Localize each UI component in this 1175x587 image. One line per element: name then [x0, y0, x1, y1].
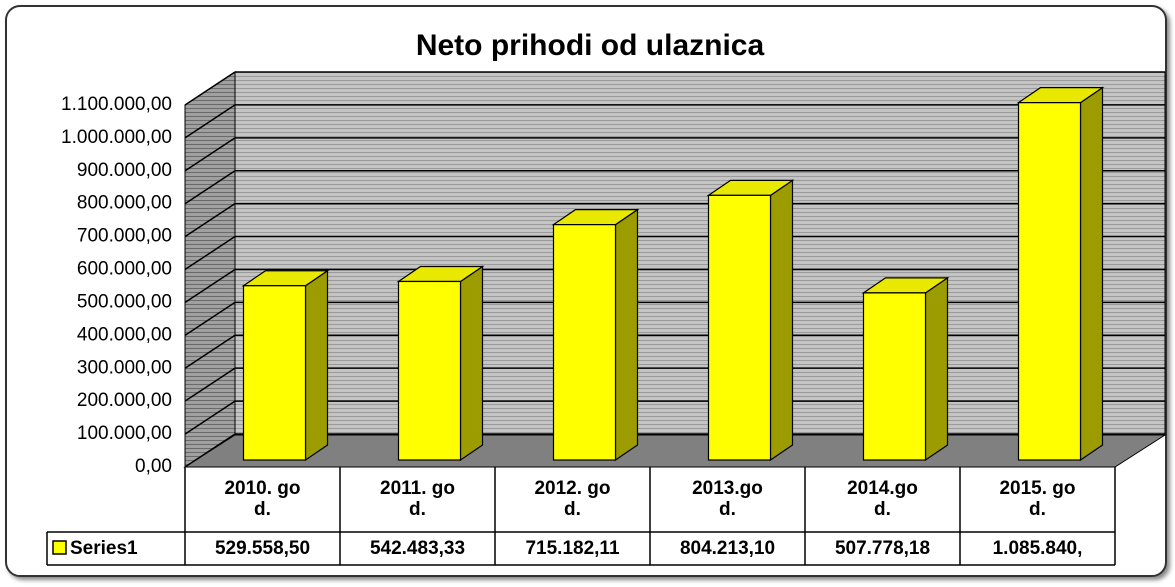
x-tick-label: 2011. god.: [380, 478, 455, 520]
grid-line: [184, 400, 236, 435]
bar-side: [304, 269, 329, 462]
bar: [1017, 102, 1082, 461]
data-table: Series1: [46, 467, 1116, 566]
bar: [862, 292, 927, 461]
grid-line: [184, 433, 236, 468]
value-label: 804.213,10: [679, 538, 776, 559]
chart-title: Neto prihodi od ulaznica: [416, 29, 765, 62]
y-tick-label: 800.000,00: [77, 193, 172, 214]
y-tick-label: 300.000,00: [77, 357, 172, 378]
grid-line: [184, 137, 236, 172]
grid-line: [184, 104, 236, 139]
grid-line: [184, 301, 236, 336]
grid-line: [184, 170, 236, 205]
legend-label: Series1: [70, 538, 138, 559]
side-wall: [184, 71, 236, 468]
bar-side: [1079, 86, 1104, 462]
x-tick-label: 2014.god.: [847, 478, 918, 520]
y-tick-label: 700.000,00: [77, 226, 172, 247]
x-tick-label: 2010. god.: [224, 478, 301, 520]
bar-side: [459, 265, 484, 462]
value-label: 529.558,50: [214, 538, 311, 559]
y-tick-label: 100.000,00: [77, 423, 172, 444]
value-label: 507.778,18: [834, 538, 931, 559]
value-label: 542.483,33: [369, 538, 466, 559]
y-tick-label: 1.100.000,00: [61, 94, 172, 115]
y-tick-label: 500.000,00: [77, 291, 172, 312]
bar-side: [614, 208, 639, 462]
grid-line: [184, 203, 236, 238]
bar: [242, 285, 307, 461]
legend-swatch: [52, 540, 67, 555]
bar: [397, 280, 462, 461]
grid-line: [184, 367, 236, 402]
y-tick-label: 400.000,00: [77, 324, 172, 345]
grid-line: [184, 235, 236, 271]
y-tick-label: 200.000,00: [77, 390, 172, 411]
x-tick-label: 2012. god.: [534, 478, 611, 520]
bar: [707, 194, 772, 461]
y-tick-label: 600.000,00: [77, 259, 172, 280]
y-tick-label: 900.000,00: [77, 160, 172, 181]
x-tick-label: 2015. god.: [999, 478, 1076, 520]
value-label: 715.182,11: [525, 538, 620, 559]
bar: [552, 224, 617, 461]
y-tick-label: 0,00: [135, 456, 172, 477]
bar-side: [769, 179, 794, 462]
grid: [184, 71, 1165, 468]
value-label: 1.085.840,: [992, 538, 1083, 559]
bars: [241, 86, 1105, 462]
grid-line: [184, 71, 236, 106]
y-tick-label: 1.000.000,00: [61, 127, 172, 148]
grid-line: [184, 268, 236, 304]
bar-side: [924, 276, 949, 462]
x-tick-label: 2013.god.: [692, 478, 763, 520]
grid-line: [184, 334, 236, 369]
